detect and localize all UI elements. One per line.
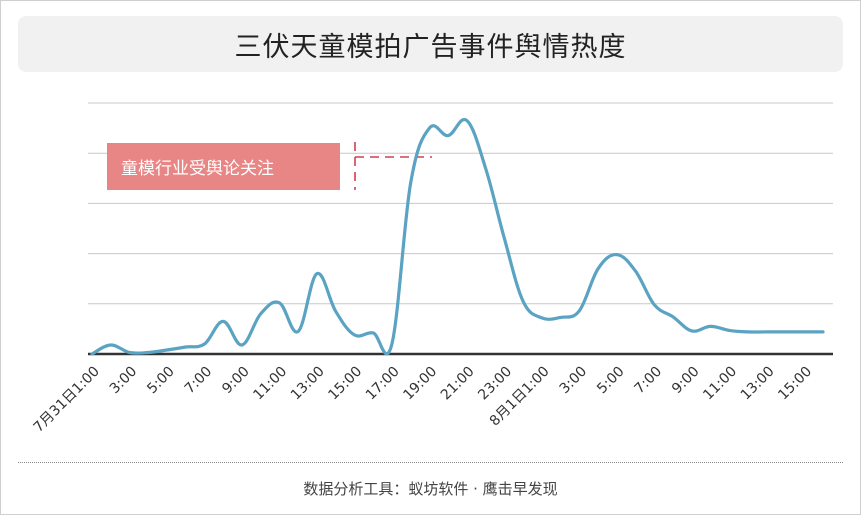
x-tick-label: 9:00 [219,364,253,398]
annotation-connector [354,142,432,190]
x-tick-label: 13:00 [738,364,778,404]
title-box: 三伏天童模拍广告事件舆情热度 [18,16,843,72]
x-tick-label: 7:00 [182,364,216,398]
x-tick-label: 13:00 [288,364,328,404]
x-tick-label: 11:00 [250,364,290,404]
x-tick-label: 3:00 [107,364,141,398]
x-tick-label: 11:00 [700,364,740,404]
x-tick-label: 7月31日1:00 [31,364,103,436]
x-tick-label: 15:00 [775,364,815,404]
x-tick-label: 5:00 [144,364,178,398]
series-line [90,117,825,356]
x-tick-label: 7:00 [632,364,666,398]
footer-source: 数据分析工具：蚁坊软件 · 鹰击早发现 [303,480,558,498]
footer-divider [18,462,843,463]
x-tick-label: 5:00 [594,364,628,398]
grid-lines [88,102,833,356]
annotation-label: 童模行业受舆论关注 [107,143,340,190]
x-tick-label: 19:00 [400,364,440,404]
x-tick-label: 3:00 [557,364,591,398]
chart-title: 三伏天童模拍广告事件舆情热度 [234,31,627,63]
x-tick-label: 15:00 [325,364,365,404]
x-tick-labels: 7月31日1:00 3:00 5:00 7:00 9:0011:0013:0015:00… [31,364,816,436]
x-tick-label: 9:00 [669,364,703,398]
x-tick-label: 21:00 [438,364,478,404]
annotation-text: 童模行业受舆论关注 [121,159,274,179]
x-tick-label: 17:00 [363,364,403,404]
